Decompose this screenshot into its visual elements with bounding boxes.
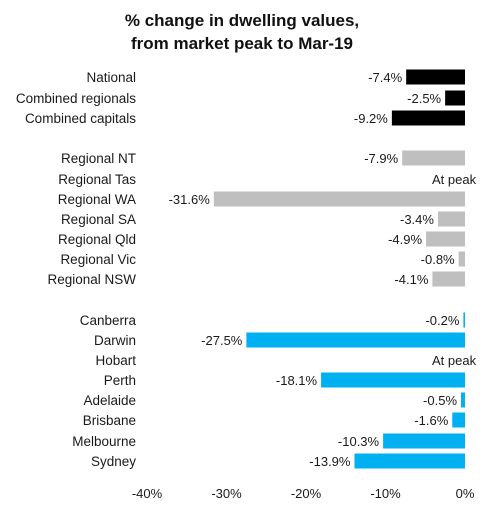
bar — [445, 90, 465, 106]
category-label: Canberra — [80, 313, 137, 328]
data-label: -0.5% — [423, 393, 457, 408]
chart-title: % change in dwelling values, from market … — [125, 11, 359, 53]
data-label: -31.6% — [169, 192, 211, 207]
x-tick-label: -40% — [132, 486, 163, 501]
category-label: Sydney — [91, 454, 136, 469]
category-label: Combined capitals — [25, 111, 136, 126]
bar — [383, 433, 465, 449]
data-label: -0.8% — [421, 252, 455, 267]
bar — [452, 412, 465, 428]
data-label: -4.1% — [394, 272, 428, 287]
x-tick-label: -10% — [370, 486, 401, 501]
x-tick-label: -20% — [291, 486, 322, 501]
data-label: -2.5% — [407, 91, 441, 106]
chart-title-line: from market peak to Mar-19 — [131, 34, 353, 53]
x-tick-label: 0% — [456, 486, 475, 501]
data-label: At peak — [432, 172, 477, 187]
bar — [246, 332, 465, 348]
bar — [437, 211, 465, 227]
bar — [391, 110, 465, 126]
category-label: Regional SA — [61, 212, 136, 227]
category-label: Melbourne — [72, 434, 136, 449]
data-label: At peak — [432, 353, 477, 368]
data-label: -9.2% — [354, 111, 388, 126]
bar — [463, 312, 465, 328]
data-label: -13.9% — [309, 454, 351, 469]
category-label: Brisbane — [83, 413, 136, 428]
x-tick-label: -30% — [211, 486, 242, 501]
category-labels: National Combined regionals Combined capit… — [16, 70, 137, 469]
data-label: -10.3% — [338, 434, 380, 449]
category-label: Combined regionals — [16, 91, 136, 106]
data-label: -4.9% — [388, 232, 422, 247]
data-label: -7.9% — [364, 151, 398, 166]
data-label: -7.4% — [368, 70, 402, 85]
chart-title-line: % change in dwelling values, — [125, 11, 359, 30]
bar — [426, 231, 465, 247]
data-label: -27.5% — [201, 333, 243, 348]
category-label: National — [86, 70, 136, 85]
bars — [213, 69, 465, 469]
bar — [461, 392, 465, 408]
category-label: Regional Tas — [58, 172, 136, 187]
bar — [321, 372, 465, 388]
category-label: Regional Qld — [58, 232, 136, 247]
data-label: -18.1% — [276, 373, 318, 388]
value-labels: -7.4% -2.5% -9.2% -7.9% At peak -31.6% -3.4% -4… — [169, 70, 477, 469]
bar — [402, 150, 465, 166]
category-label: Hobart — [95, 353, 136, 368]
category-label: Perth — [104, 373, 136, 388]
data-label: -1.6% — [414, 413, 448, 428]
category-label: Adelaide — [83, 393, 136, 408]
bar — [432, 271, 465, 287]
category-label: Regional WA — [58, 192, 136, 207]
data-label: -3.4% — [400, 212, 434, 227]
bar — [458, 251, 465, 267]
bar — [406, 69, 465, 85]
category-label: Regional NT — [61, 151, 136, 166]
x-axis-ticks: -40% -30% -20% -10% 0% — [132, 486, 475, 501]
category-label: Regional Vic — [60, 252, 136, 267]
bar — [354, 453, 465, 469]
bar — [213, 191, 465, 207]
category-label: Regional NSW — [47, 272, 136, 287]
data-label: -0.2% — [425, 313, 459, 328]
category-label: Darwin — [94, 333, 136, 348]
